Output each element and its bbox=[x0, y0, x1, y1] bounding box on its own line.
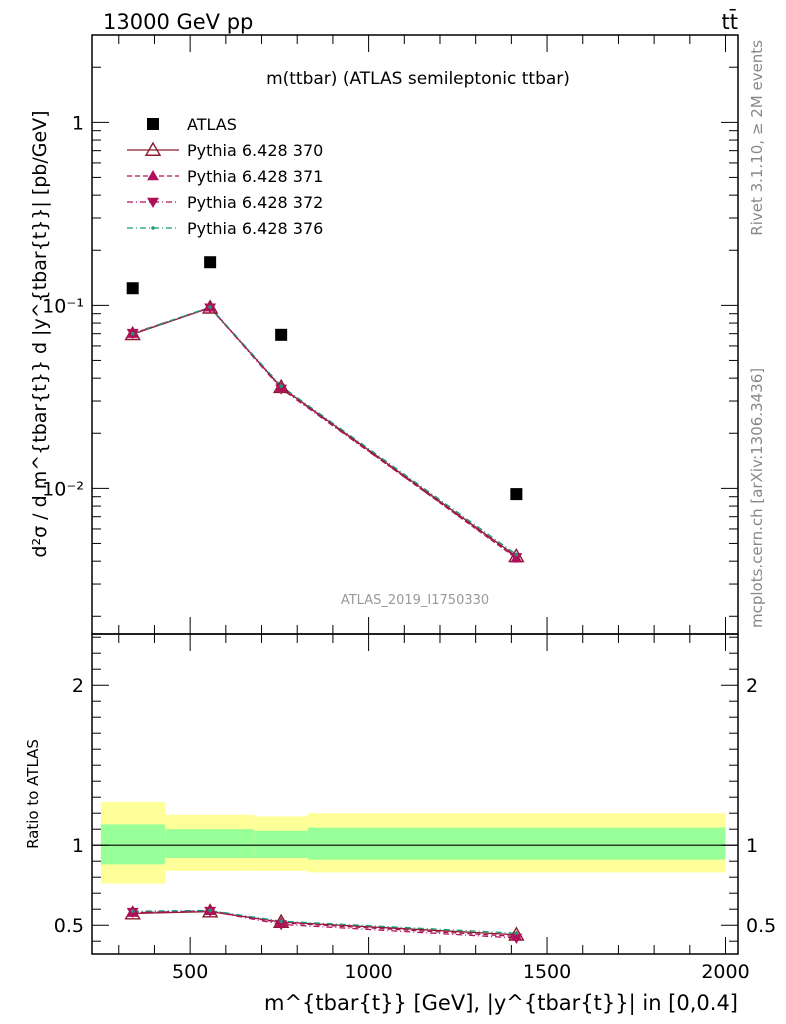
ratio-point bbox=[208, 908, 212, 913]
ratio-band-inner bbox=[307, 827, 726, 860]
ratio-band-inner bbox=[165, 829, 255, 858]
ratio-point bbox=[130, 909, 135, 913]
series-point bbox=[279, 384, 283, 388]
rivet-label: Rivet 3.1.10, ≥ 2M events bbox=[748, 40, 766, 236]
series-point bbox=[510, 553, 523, 564]
main-axis-ticks: 1 10⁻¹ 10⁻² bbox=[42, 34, 738, 617]
x-axis-ticks: 500 1000 1500 2000 bbox=[118, 35, 750, 983]
series-point bbox=[208, 305, 212, 309]
legend-marker bbox=[144, 141, 162, 156]
ratio-tick-label: 0.5 bbox=[54, 915, 84, 937]
legend-label: Pythia 6.428 371 bbox=[187, 167, 323, 186]
series-line bbox=[132, 307, 517, 558]
main-title: m(ttbar) (ATLAS semileptonic ttbar) bbox=[266, 69, 570, 89]
ratio-plot-marks bbox=[92, 802, 738, 944]
ratio-tick-label-right: 0.5 bbox=[746, 915, 776, 937]
legend: ATLAS Pythia 6.428 370 Pythia 6.428 371 Pyt… bbox=[127, 115, 323, 238]
legend-label: ATLAS bbox=[187, 115, 237, 134]
data-point bbox=[510, 488, 523, 501]
ratio-point bbox=[275, 920, 288, 931]
ratio-tick-label-right: 1 bbox=[746, 835, 758, 857]
legend-marker bbox=[147, 197, 159, 208]
legend-marker bbox=[151, 226, 155, 230]
ratio-series-line bbox=[132, 910, 517, 938]
series-point bbox=[124, 325, 141, 341]
x-tick-label: 500 bbox=[172, 961, 208, 983]
ratio-series-line bbox=[132, 910, 517, 939]
ratio-point bbox=[279, 919, 283, 923]
data-point bbox=[204, 256, 217, 269]
y-tick-label: 10⁻¹ bbox=[42, 295, 84, 317]
mcplots-label: mcplots.cern.ch [arXiv:1306.3436] bbox=[748, 368, 766, 628]
main-y-axis-label: d²σ / d m^{tbar{t}} d |y^{tbar{t}}| [pb/… bbox=[29, 110, 51, 557]
header-right: tt̄ bbox=[722, 9, 738, 34]
series-line bbox=[132, 306, 517, 557]
legend-label: Pythia 6.428 372 bbox=[187, 193, 323, 212]
legend-label: Pythia 6.428 376 bbox=[187, 219, 323, 238]
main-panel: 1 10⁻¹ 10⁻² m(ttbar) (ATLAS semileptonic t… bbox=[29, 34, 739, 635]
legend-marker bbox=[147, 118, 159, 130]
x-tick-label: 1500 bbox=[523, 961, 571, 983]
ratio-point bbox=[514, 931, 519, 935]
data-point bbox=[126, 282, 139, 295]
y-tick-label: 10⁻² bbox=[42, 478, 84, 500]
series-point bbox=[514, 552, 519, 557]
ratio-series-line bbox=[132, 910, 517, 936]
series-point bbox=[130, 331, 135, 336]
x-axis-label: m^{tbar{t}} [GeV], |y^{tbar{t}}| in [0,0… bbox=[264, 991, 738, 1016]
ratio-point bbox=[126, 907, 139, 919]
x-tick-label: 1000 bbox=[344, 961, 392, 983]
main-plot-marks bbox=[124, 256, 525, 564]
ratio-point bbox=[124, 905, 141, 920]
analysis-watermark: ATLAS_2019_I1750330 bbox=[341, 593, 489, 608]
series-line bbox=[132, 306, 517, 556]
ratio-frame bbox=[91, 633, 739, 955]
legend-label: Pythia 6.428 370 bbox=[187, 141, 323, 160]
header-left: 13000 GeV pp bbox=[103, 10, 253, 34]
ratio-panel: 0.5 0.5 1 1 2 2 Ratio to ATLAS bbox=[24, 633, 776, 955]
legend-marker bbox=[147, 170, 159, 181]
ratio-tick-label-right: 2 bbox=[746, 675, 758, 697]
ratio-tick-label: 1 bbox=[72, 835, 84, 857]
ratio-axis-ticks: 0.5 0.5 1 1 2 2 bbox=[54, 636, 776, 942]
ratio-band-inner bbox=[254, 830, 308, 858]
series-line bbox=[132, 306, 517, 559]
ratio-band-inner bbox=[100, 824, 166, 865]
ratio-point bbox=[510, 933, 523, 944]
series-point bbox=[275, 384, 288, 395]
ratio-series-line bbox=[132, 909, 517, 934]
ratio-tick-label: 2 bbox=[72, 675, 84, 697]
data-point bbox=[275, 328, 288, 341]
ratio-y-axis-label: Ratio to ATLAS bbox=[24, 739, 42, 849]
x-tick-label: 2000 bbox=[701, 961, 749, 983]
y-tick-label: 1 bbox=[72, 112, 84, 134]
